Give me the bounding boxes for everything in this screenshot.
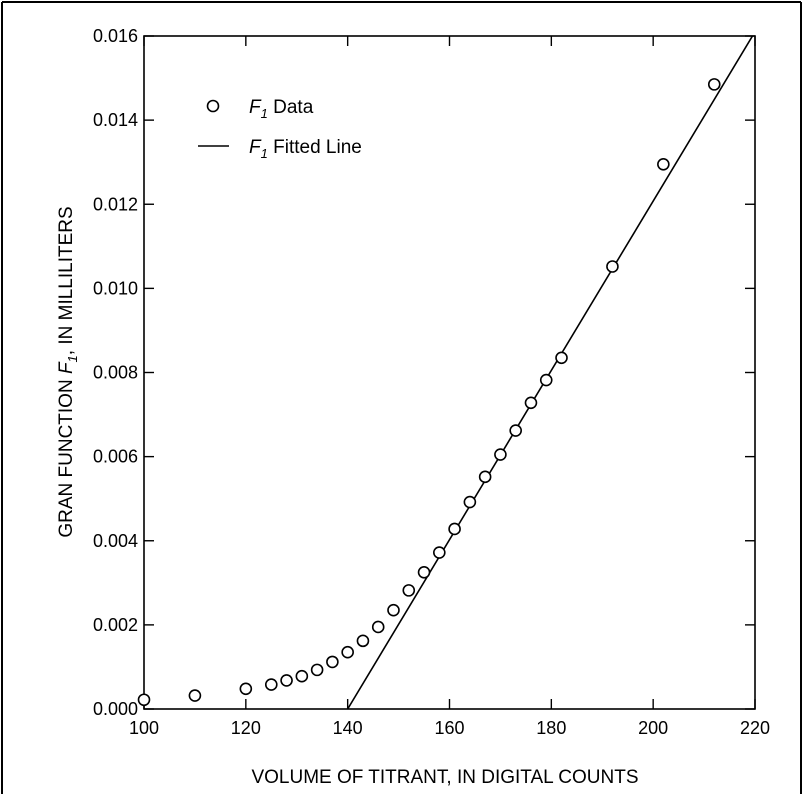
x-tick-label: 100 bbox=[129, 718, 159, 738]
plot-area bbox=[143, 35, 756, 710]
data-point bbox=[295, 669, 309, 683]
x-axis-label: VOLUME OF TITRANT, IN DIGITAL COUNTS bbox=[251, 767, 638, 788]
data-point bbox=[478, 470, 492, 484]
x-tick-label: 200 bbox=[638, 718, 668, 738]
x-tick-label: 140 bbox=[333, 718, 363, 738]
legend-marker-data bbox=[206, 99, 220, 113]
data-point bbox=[417, 565, 431, 579]
legend-label-fitted: F1 Fitted Line bbox=[249, 137, 362, 161]
data-point bbox=[606, 260, 619, 273]
data-point bbox=[280, 674, 293, 687]
data-point bbox=[326, 655, 339, 669]
data-point bbox=[433, 546, 446, 559]
x-tick-label: 120 bbox=[231, 718, 261, 738]
fitted-line bbox=[346, 36, 754, 709]
y-axis-label: GRAN FUNCTION F1, IN MILLILITERS bbox=[56, 206, 80, 537]
data-point bbox=[387, 603, 400, 617]
y-tick-label: 0.004 bbox=[93, 531, 138, 551]
y-tick-label: 0.000 bbox=[93, 699, 138, 719]
legend-label-data: F1 Data bbox=[249, 97, 314, 121]
y-tick-label: 0.010 bbox=[93, 278, 138, 298]
data-point bbox=[371, 620, 385, 634]
y-tick-label: 0.016 bbox=[93, 26, 138, 46]
chart-series bbox=[137, 36, 754, 709]
data-point bbox=[188, 689, 202, 702]
data-point bbox=[494, 448, 507, 461]
data-point bbox=[657, 157, 670, 171]
x-tick-label: 220 bbox=[740, 718, 770, 738]
data-point bbox=[707, 78, 721, 91]
y-tick-label: 0.006 bbox=[93, 447, 138, 467]
data-point bbox=[264, 678, 278, 691]
data-point bbox=[239, 682, 253, 696]
axis-ticks bbox=[143, 35, 756, 710]
data-point bbox=[137, 693, 151, 707]
x-tick-label: 180 bbox=[536, 718, 566, 738]
data-point bbox=[463, 495, 477, 509]
data-point bbox=[310, 663, 324, 677]
data-point bbox=[509, 424, 522, 437]
data-point bbox=[356, 634, 370, 648]
tick-labels: 100 120 140 160 180 200 220 0.000 0.002 0.004 0.00… bbox=[93, 26, 770, 738]
data-point bbox=[539, 373, 553, 387]
data-point bbox=[524, 396, 538, 410]
legend: F1 Data F1 Fitted Line bbox=[198, 97, 362, 161]
data-point bbox=[448, 522, 461, 536]
y-tick-label: 0.014 bbox=[93, 110, 138, 130]
data-point bbox=[402, 584, 416, 597]
x-tick-label: 160 bbox=[434, 718, 464, 738]
data-point bbox=[555, 351, 568, 365]
y-tick-label: 0.002 bbox=[93, 615, 138, 635]
y-tick-label: 0.008 bbox=[93, 363, 138, 383]
y-tick-label: 0.012 bbox=[93, 194, 138, 214]
data-point bbox=[341, 645, 354, 659]
